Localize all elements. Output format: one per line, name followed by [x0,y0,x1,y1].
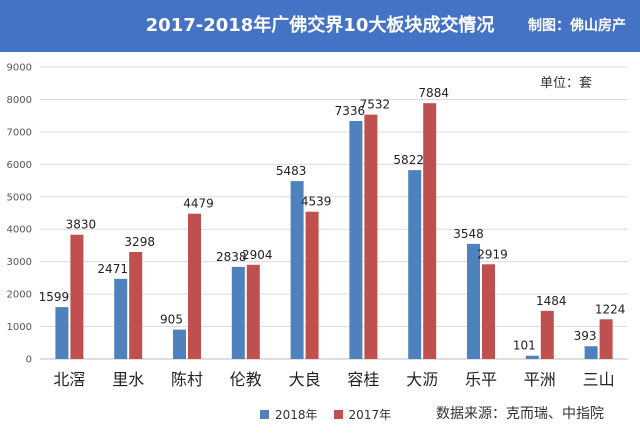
data-label: 2838 [216,250,247,264]
legend-swatch-2017 [333,410,343,419]
data-label: 2471 [97,262,128,276]
y-tick-label: 7000 [7,127,32,138]
data-label: 7884 [418,86,449,100]
data-label: 905 [160,313,183,327]
bar [246,264,260,359]
category-label: 三山 [583,370,615,389]
data-label: 101 [513,339,536,353]
y-tick-label: 8000 [7,95,32,106]
bar [525,355,539,359]
y-tick-label: 0 [26,355,32,366]
legend: 2018年 2017年 [260,406,391,423]
bar [129,251,143,359]
bar [364,114,378,359]
bar [423,103,437,359]
y-tick-label: 9000 [7,63,32,74]
data-label: 3548 [453,227,484,241]
category-label: 大沥 [406,370,438,389]
category-label: 伦教 [230,370,262,389]
y-tick-label: 2000 [7,290,32,301]
data-label: 4479 [183,197,214,211]
y-tick-label: 1000 [7,322,32,333]
bar [349,120,363,360]
bar [114,278,128,359]
legend-label-2017: 2017年 [348,408,392,422]
category-label: 陈村 [171,370,203,389]
data-label: 5822 [393,153,424,167]
data-label: 4539 [301,195,332,209]
bar [599,319,613,359]
bar [305,211,319,359]
data-label: 393 [574,329,597,343]
title-bar [0,0,640,52]
data-label: 1224 [595,302,626,316]
bar [173,329,186,359]
data-label: 1599 [39,290,70,304]
y-tick-label: 3000 [7,257,32,268]
y-tick-label: 5000 [7,192,32,203]
bar [540,310,554,359]
category-label: 平洲 [524,370,556,389]
data-label: 5483 [276,164,307,178]
y-tick-label: 4000 [7,225,32,236]
unit-label: 单位：套 [540,76,593,91]
bar [408,170,422,359]
legend-swatch-2018 [260,410,269,419]
data-label: 2904 [242,248,273,262]
bar [584,346,598,359]
data-label: 2919 [477,247,508,261]
legend-label-2018: 2018年 [275,408,318,422]
category-label: 大良 [289,370,321,389]
bar [482,264,495,359]
category-label: 容桂 [347,370,379,389]
data-label: 3298 [124,235,155,249]
bar [231,266,245,359]
category-label: 里水 [112,370,144,389]
data-label: 7532 [360,98,391,112]
bar [55,307,69,359]
data-label: 1484 [536,294,567,308]
chart-title: 2017-2018年广佛交界10大板块成交情况 [145,15,495,36]
bar [467,243,480,359]
chart-credit: 制图：佛山房产 [528,18,626,34]
category-label: 乐平 [465,370,497,389]
data-label: 3830 [66,218,97,232]
data-label: 7336 [335,104,366,118]
bar [290,181,304,359]
y-tick-label: 6000 [7,160,32,171]
bar [188,213,201,359]
bar [70,234,84,359]
data-source: 数据来源：克而瑞、中指院 [436,406,604,422]
category-label: 北滘 [53,370,85,389]
